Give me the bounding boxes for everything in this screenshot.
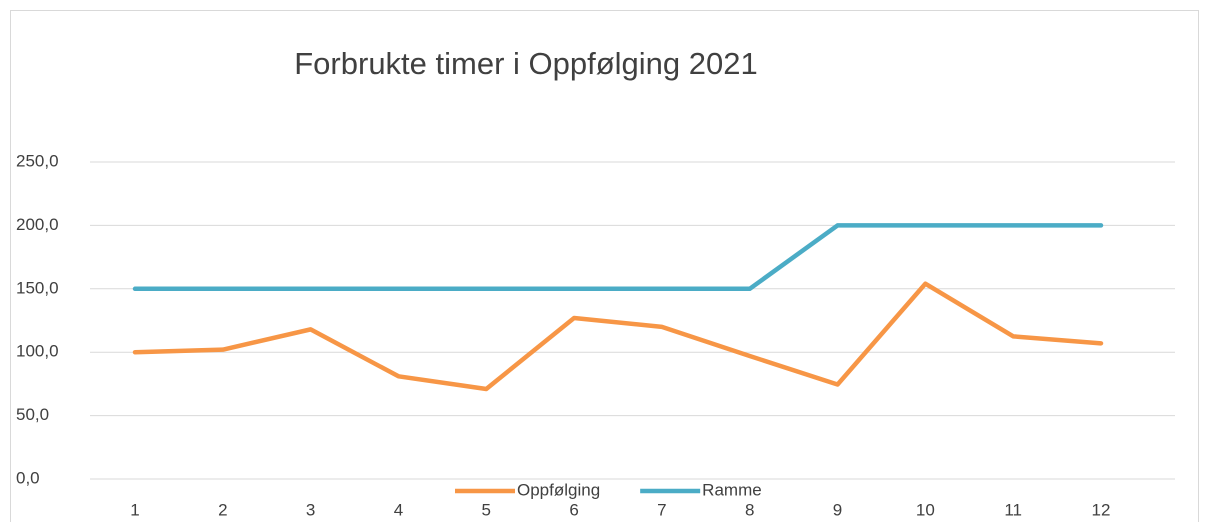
chart-title: Forbrukte timer i Oppfølging 2021 <box>294 46 758 81</box>
legend-label: Ramme <box>702 480 762 499</box>
y-tick-label: 100,0 <box>16 342 59 361</box>
x-tick-label: 12 <box>1092 500 1111 519</box>
series-line <box>132 281 1104 392</box>
y-tick-label: 0,0 <box>16 468 40 487</box>
x-tick-label: 11 <box>1004 500 1022 519</box>
x-tick-label: 1 <box>130 500 139 519</box>
legend-label: Oppfølging <box>517 480 600 499</box>
x-tick-label: 10 <box>916 500 935 519</box>
x-tick-label: 9 <box>833 500 842 519</box>
x-tick-label: 2 <box>218 500 227 519</box>
x-tick-label: 4 <box>394 500 403 519</box>
series-line <box>132 223 1104 292</box>
x-tick-label: 7 <box>657 500 666 519</box>
y-tick-label: 200,0 <box>16 215 59 234</box>
x-tick-label: 3 <box>306 500 315 519</box>
y-tick-label: 250,0 <box>16 151 59 170</box>
x-tick-label: 8 <box>745 500 754 519</box>
y-tick-label: 50,0 <box>16 405 49 424</box>
x-tick-label: 5 <box>482 500 491 519</box>
y-tick-label: 150,0 <box>16 278 59 297</box>
chart-frame <box>10 10 1199 522</box>
x-tick-label: 6 <box>569 500 578 519</box>
